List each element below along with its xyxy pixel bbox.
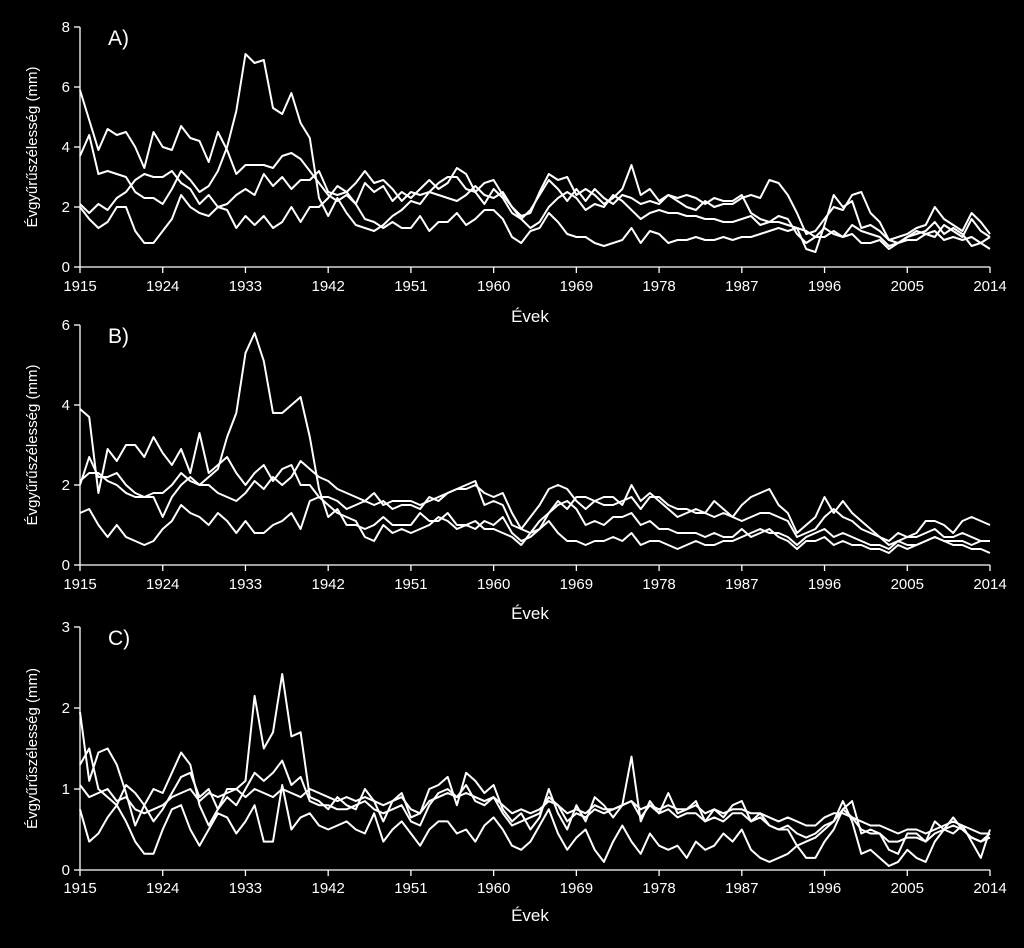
- y-tick-label: 0: [62, 862, 70, 879]
- series-line: [79, 53, 991, 247]
- y-axis-label: Évgyűrűszélesség (mm): [24, 668, 41, 829]
- series-line: [79, 673, 991, 859]
- x-tick-label: 1996: [808, 576, 841, 593]
- x-axis-label: Évek: [511, 307, 549, 326]
- series-line: [79, 496, 991, 554]
- x-tick-label: 1915: [63, 880, 96, 897]
- x-tick-label: 1987: [725, 576, 758, 593]
- y-tick-label: 1: [62, 781, 70, 798]
- x-tick-label: 1951: [394, 880, 427, 897]
- y-tick-label: 0: [62, 557, 70, 574]
- x-tick-label: 1924: [146, 880, 179, 897]
- y-tick-label: 6: [62, 317, 70, 334]
- x-tick-label: 1942: [311, 278, 344, 295]
- x-tick-label: 1969: [560, 576, 593, 593]
- series-line: [79, 460, 990, 546]
- x-tick-label: 1951: [394, 576, 427, 593]
- x-tick-label: 1942: [311, 880, 344, 897]
- y-tick-label: 2: [62, 199, 70, 216]
- x-tick-label: 2014: [973, 880, 1006, 897]
- x-tick-label: 1951: [394, 278, 427, 295]
- x-tick-label: 1978: [642, 278, 675, 295]
- y-tick-label: 0: [62, 259, 70, 276]
- x-tick-label: 1924: [146, 278, 179, 295]
- x-tick-label: 1933: [229, 880, 262, 897]
- y-tick-label: 4: [62, 139, 70, 156]
- x-tick-label: 1960: [477, 880, 510, 897]
- series-line: [79, 185, 991, 250]
- x-tick-label: 1924: [146, 576, 179, 593]
- panel-label: B): [108, 325, 129, 348]
- x-tick-label: 2014: [973, 278, 1006, 295]
- y-axis-label: Évgyűrűszélesség (mm): [24, 67, 41, 228]
- series-line: [79, 408, 991, 542]
- x-tick-label: 2014: [973, 576, 1006, 593]
- x-tick-label: 1960: [477, 278, 510, 295]
- x-tick-label: 1933: [229, 278, 262, 295]
- x-tick-label: 1969: [560, 278, 593, 295]
- panel-label: A): [108, 27, 129, 50]
- x-tick-label: 1915: [63, 278, 96, 295]
- series-line: [79, 747, 991, 843]
- x-tick-label: 1942: [311, 576, 344, 593]
- y-tick-label: 4: [62, 397, 70, 414]
- x-axis-label: Évek: [511, 604, 549, 623]
- x-tick-label: 1915: [63, 576, 96, 593]
- x-tick-label: 1969: [560, 880, 593, 897]
- series-line: [79, 89, 991, 253]
- y-tick-label: 8: [62, 19, 70, 36]
- y-tick-label: 3: [62, 619, 70, 636]
- x-tick-label: 2005: [891, 576, 924, 593]
- series-line: [79, 784, 990, 835]
- x-axis-label: Évek: [511, 906, 549, 925]
- y-tick-label: 2: [62, 477, 70, 494]
- x-tick-label: 1996: [808, 278, 841, 295]
- x-tick-label: 1987: [725, 278, 758, 295]
- y-axis-label: Évgyűrűszélesség (mm): [24, 365, 41, 526]
- y-tick-label: 2: [62, 700, 70, 717]
- x-tick-label: 1978: [642, 576, 675, 593]
- y-tick-label: 6: [62, 79, 70, 96]
- x-tick-label: 1933: [229, 576, 262, 593]
- x-tick-label: 2005: [891, 278, 924, 295]
- series-line: [79, 332, 990, 554]
- x-tick-label: 1996: [808, 880, 841, 897]
- x-tick-label: 1987: [725, 880, 758, 897]
- series-line: [79, 164, 991, 241]
- series-line: [79, 784, 991, 867]
- x-tick-label: 2005: [891, 880, 924, 897]
- x-tick-label: 1978: [642, 880, 675, 897]
- panel-label: C): [108, 627, 130, 650]
- x-tick-label: 1960: [477, 576, 510, 593]
